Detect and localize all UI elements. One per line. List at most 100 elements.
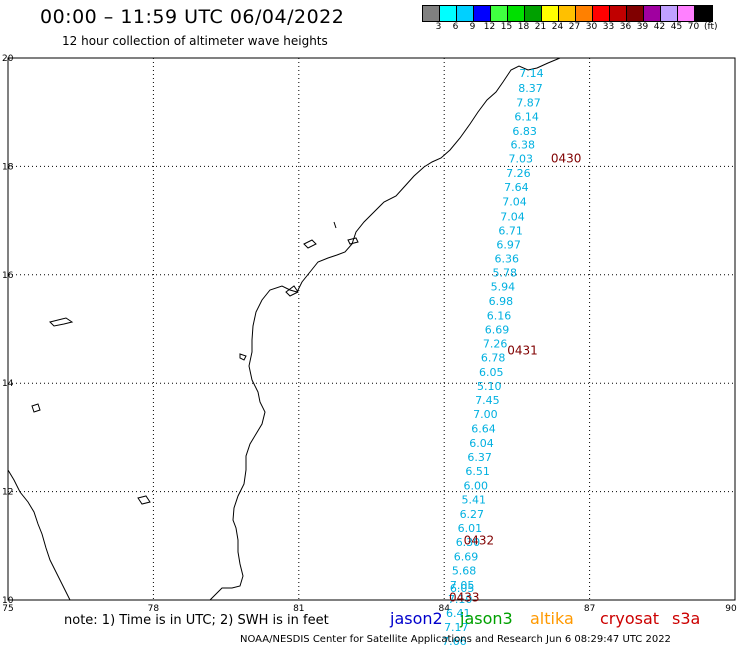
legend-label: 33 <box>602 22 615 32</box>
legend-swatch <box>695 6 712 21</box>
wave-height-value: 6.98 <box>489 295 514 308</box>
wave-height-value: 7.66 <box>442 635 467 648</box>
legend-label: 27 <box>568 22 581 32</box>
legend-swatch <box>491 6 508 21</box>
wave-height-value: 7.17 <box>444 621 469 634</box>
island-c <box>303 239 317 249</box>
wave-height-value: 6.83 <box>512 125 537 138</box>
legend-swatch <box>525 6 542 21</box>
lon-tick-label: 75 <box>2 604 13 614</box>
edge-track-fragments <box>735 460 738 580</box>
wave-height-value: 6.14 <box>514 111 539 124</box>
wave-height-value: 6.05 <box>450 582 475 595</box>
legend-swatch <box>610 6 627 21</box>
legend-swatch <box>576 6 593 21</box>
satellite-legend-s3a: s3a <box>672 609 701 628</box>
wave-height-value: 7.10 <box>448 593 473 606</box>
wave-height-value: 7.87 <box>516 96 541 109</box>
legend-swatch <box>559 6 576 21</box>
lon-tick-label: 78 <box>148 604 160 614</box>
lat-tick-label: 10 <box>2 596 14 606</box>
legend-label: 70 <box>687 22 700 32</box>
island-g <box>31 403 41 413</box>
legend-swatch <box>423 6 440 21</box>
wave-height-value: 6.30 <box>456 536 481 549</box>
lat-tick-label: 16 <box>2 271 14 281</box>
satellite-legend-altika: altika <box>530 609 574 628</box>
lat-tick-label: 12 <box>2 488 13 498</box>
legend-label: 36 <box>619 22 632 32</box>
satellite-legend-jason2: jason2 <box>390 609 443 628</box>
legend-swatch <box>457 6 474 21</box>
wave-height-value: 6.64 <box>471 423 496 436</box>
wave-height-value: 6.41 <box>446 607 471 620</box>
legend-swatch <box>678 6 695 21</box>
legend-label: 42 <box>653 22 666 32</box>
legend-swatch <box>474 6 491 21</box>
island-a <box>49 317 74 327</box>
lat-tick-label: 14 <box>2 379 14 389</box>
color-legend-unit: (ft) <box>704 22 718 32</box>
wave-height-value: 5.94 <box>491 281 516 294</box>
wave-height-value: 6.51 <box>465 465 490 478</box>
map-title: 00:00 – 11:59 UTC 06/04/2022 <box>40 6 345 28</box>
legend-swatch <box>661 6 678 21</box>
track-time-label: 0430 <box>551 151 582 165</box>
wave-height-value: 6.01 <box>458 522 483 535</box>
wave-height-value: 7.00 <box>473 408 498 421</box>
wave-height-value: 5.10 <box>477 380 502 393</box>
legend-swatch <box>627 6 644 21</box>
map-frame <box>7 57 736 601</box>
legend-label: 9 <box>469 22 476 32</box>
legend-swatch <box>542 6 559 21</box>
wave-height-value: 7.03 <box>509 152 534 165</box>
wave-height-value: 6.36 <box>494 253 519 266</box>
coastline <box>7 57 561 601</box>
wave-height-value: 6.71 <box>498 224 523 237</box>
track-time-label: 0431 <box>507 344 538 358</box>
legend-label: 6 <box>452 22 459 32</box>
island-h <box>285 285 299 297</box>
wave-height-labels: 7.148.377.876.146.836.387.037.267.647.04… <box>442 67 544 648</box>
color-legend-labels: 3 6 9 12 15 18 21 24 27 30 33 36 39 42 45 70 <box>422 22 740 34</box>
wave-height-value: 5.41 <box>462 494 487 507</box>
wave-height-value: 7.05 <box>450 579 475 592</box>
wave-height-value: 6.69 <box>485 324 510 337</box>
lat-tick-label: 18 <box>2 162 14 172</box>
wave-height-value: 7.64 <box>504 181 529 194</box>
satellite-legend-jason3: jason3 <box>460 609 513 628</box>
east-coast-india <box>209 57 561 601</box>
wave-height-value: 7.26 <box>483 338 508 351</box>
axis-tick-labels: 75 78 81 84 87 90 20 18 16 14 12 10 <box>2 54 737 614</box>
legend-label: 18 <box>517 22 530 32</box>
wave-height-value: 7.04 <box>502 196 527 209</box>
track-time-label: 0433 <box>449 590 480 604</box>
legend-label: 24 <box>551 22 564 32</box>
lat-tick-label: 20 <box>2 54 14 64</box>
wave-height-value: 6.97 <box>496 238 521 251</box>
legend-label: 39 <box>636 22 649 32</box>
wave-height-value: 6.37 <box>467 451 492 464</box>
wave-height-value: 6.00 <box>463 480 488 493</box>
wave-height-value: 5.78 <box>493 267 518 280</box>
satellite-legend-cryosat: cryosat <box>600 609 660 628</box>
wave-height-value: 6.78 <box>481 352 506 365</box>
wave-height-value: 6.69 <box>454 551 479 564</box>
west-coast-india <box>7 469 71 601</box>
island-f <box>239 353 247 361</box>
wave-height-value: 7.26 <box>506 167 531 180</box>
wave-height-value: 6.05 <box>479 366 504 379</box>
legend-label: 15 <box>500 22 513 32</box>
wave-height-value: 6.38 <box>510 139 535 152</box>
lon-tick-label: 81 <box>293 604 304 614</box>
legend-swatch <box>440 6 457 21</box>
wave-height-value: 5.68 <box>452 565 477 578</box>
legend-label: 3 <box>435 22 442 32</box>
lon-tick-label: 84 <box>438 604 450 614</box>
footer-credit: NOAA/NESDIS Center for Satellite Applica… <box>240 634 671 645</box>
legend-label: 21 <box>534 22 547 32</box>
color-legend-bar <box>422 5 713 22</box>
wave-height-value: 7.45 <box>475 394 500 407</box>
legend-swatch <box>593 6 610 21</box>
